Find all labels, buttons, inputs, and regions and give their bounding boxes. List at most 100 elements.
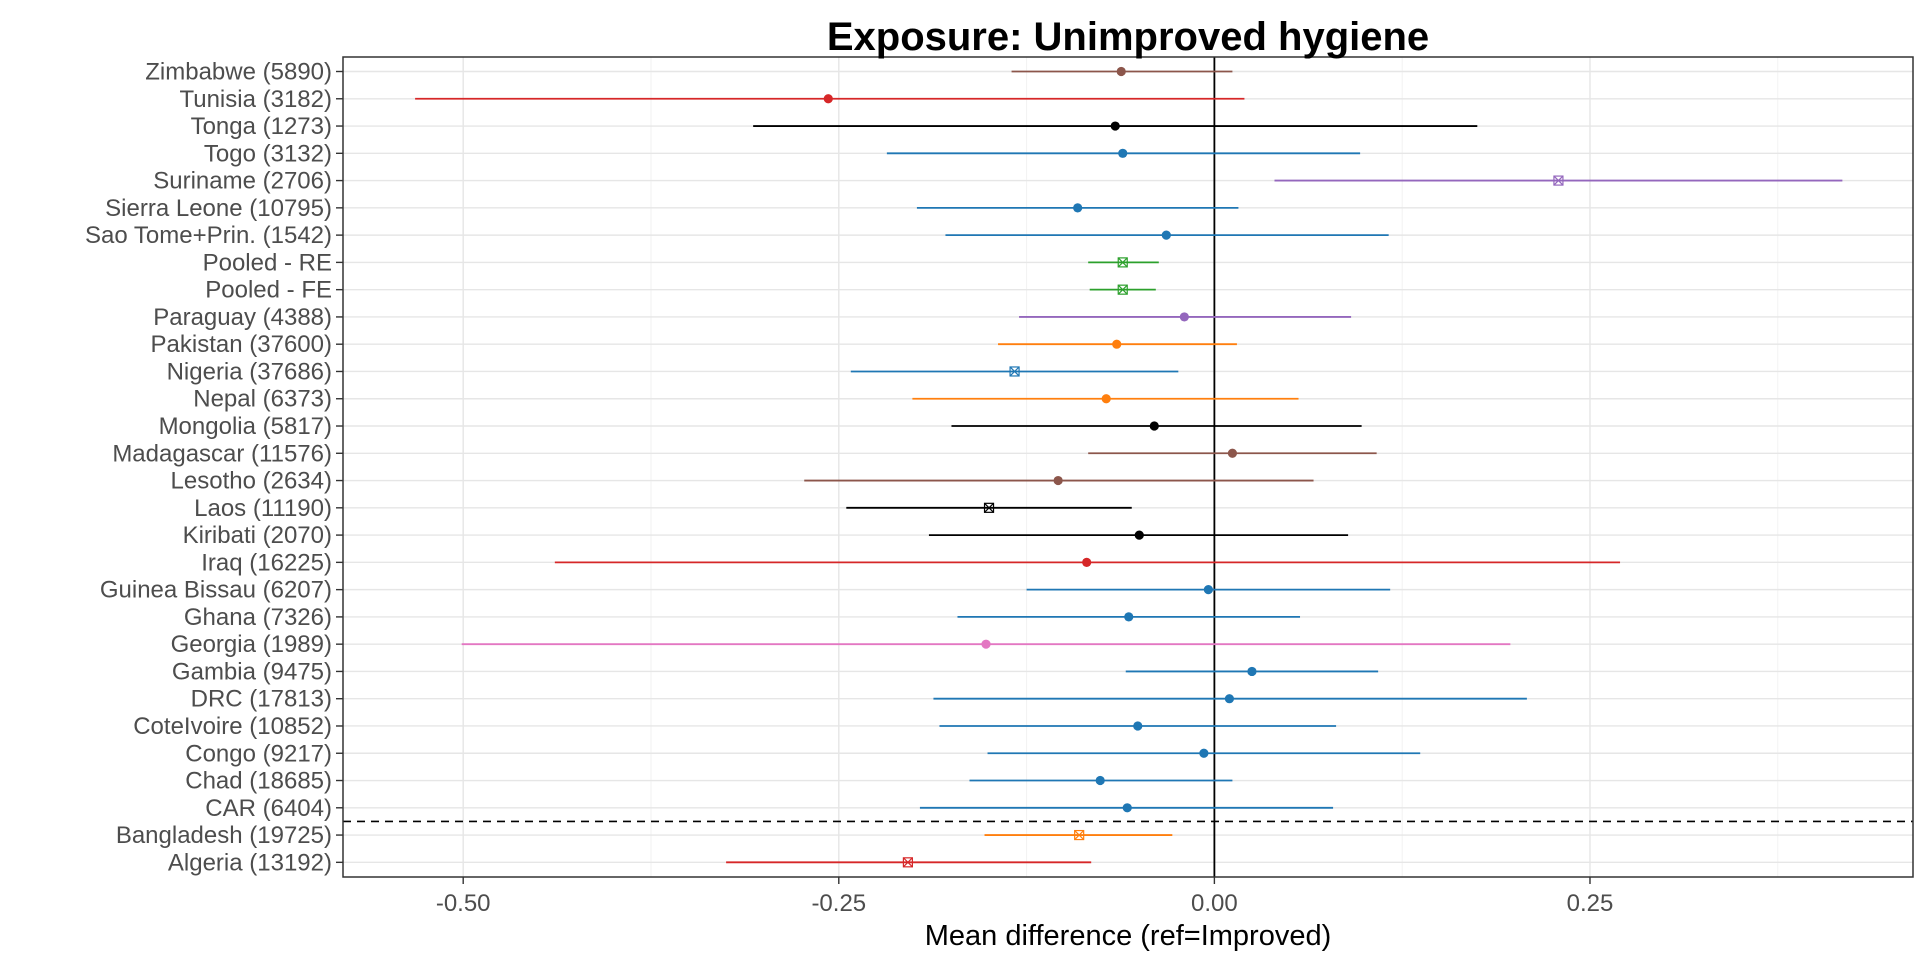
y-tick-label: CoteIvoire (10852) xyxy=(133,713,332,740)
y-tick-label: Kiribati (2070) xyxy=(183,522,332,549)
y-tick-label: Suriname (2706) xyxy=(153,168,332,195)
y-tick-label: Congo (9217) xyxy=(185,740,332,767)
y-tick-label: Iraq (16225) xyxy=(201,549,332,576)
forest-row xyxy=(933,694,1527,704)
y-tick-label: Sierra Leone (10795) xyxy=(105,195,332,222)
point-estimate-cross-marker xyxy=(1009,366,1020,377)
forest-row xyxy=(984,829,1173,841)
point-estimate-dot xyxy=(1247,666,1257,677)
point-estimate-cross-marker xyxy=(1553,175,1564,186)
point-estimate-cross-marker xyxy=(1117,257,1128,268)
forest-row xyxy=(886,148,1361,158)
forest-row xyxy=(969,775,1233,786)
point-estimate-dot xyxy=(1227,448,1238,458)
forest-row xyxy=(1274,175,1843,186)
y-tick-label: Madagascar (11576) xyxy=(112,440,332,467)
x-axis-label: Mean difference (ref=Improved) xyxy=(925,920,1331,952)
forest-row xyxy=(1026,585,1391,595)
point-estimate-dot xyxy=(1116,66,1126,77)
y-tick-label: Zimbabwe (5890) xyxy=(145,59,332,86)
point-estimate-dot xyxy=(1124,612,1134,622)
y-tick-label: CAR (6404) xyxy=(205,795,332,822)
point-estimate-dot xyxy=(1073,203,1083,213)
point-estimate-dot xyxy=(1122,803,1132,813)
forest-row xyxy=(928,530,1349,540)
y-tick-label: Tonga (1273) xyxy=(191,113,332,140)
forest-row xyxy=(916,203,1239,213)
y-axis: Zimbabwe (5890)Tunisia (3182)Tonga (1273… xyxy=(85,59,343,876)
x-tick-label: 0.25 xyxy=(1567,890,1614,917)
x-tick-label: 0.00 xyxy=(1191,890,1238,917)
x-axis: -0.50 -0.25 0.00 0.25 xyxy=(436,877,1614,917)
y-tick-label: Mongolia (5817) xyxy=(159,413,332,440)
forest-row xyxy=(804,475,1314,486)
point-estimate-dot xyxy=(1101,394,1111,404)
forest-row xyxy=(850,366,1179,377)
point-estimate-dot xyxy=(1112,339,1122,349)
y-tick-label: Georgia (1989) xyxy=(171,631,332,658)
y-tick-label: Gambia (9475) xyxy=(172,658,332,685)
x-tick-label: -0.25 xyxy=(811,890,866,917)
point-estimate-cross-marker xyxy=(902,857,913,868)
y-tick-label: Sao Tome+Prin. (1542) xyxy=(85,222,332,249)
x-tick-label: -0.50 xyxy=(436,890,491,917)
y-tick-label: Pakistan (37600) xyxy=(151,331,332,358)
y-tick-label: DRC (17813) xyxy=(191,686,332,713)
chart-title: Exposure: Unimproved hygiene xyxy=(827,15,1429,59)
plot-panel-border xyxy=(342,56,1914,878)
y-tick-label: Pooled - RE xyxy=(203,249,332,276)
point-estimate-dot xyxy=(1110,121,1120,131)
forest-row xyxy=(957,612,1301,622)
forest-row xyxy=(1019,312,1352,322)
forest-row xyxy=(912,394,1299,404)
forest-row xyxy=(998,339,1237,349)
forest-row xyxy=(461,639,1511,649)
point-estimate-cross-marker xyxy=(1117,284,1128,295)
point-estimate-dot xyxy=(1149,421,1159,431)
point-estimate-dot xyxy=(1118,148,1128,158)
point-estimate-cross-marker xyxy=(983,502,995,513)
point-estimate-dot xyxy=(1133,721,1143,731)
forest-row xyxy=(846,502,1132,513)
point-estimate-dot xyxy=(1203,585,1213,595)
forest-row xyxy=(726,857,1092,868)
point-estimate-dot xyxy=(1082,557,1092,567)
point-estimate-dot xyxy=(1179,312,1189,322)
point-estimate-dot xyxy=(1134,530,1144,540)
forest-row xyxy=(987,748,1421,758)
y-tick-label: Paraguay (4388) xyxy=(153,304,332,331)
y-tick-label: Bangladesh (19725) xyxy=(116,822,332,849)
forest-row xyxy=(753,121,1478,131)
forest-row xyxy=(554,557,1621,567)
y-tick-label: Lesotho (2634) xyxy=(171,468,332,495)
forest-row xyxy=(945,230,1389,240)
forest-row xyxy=(939,721,1337,731)
point-estimate-dot xyxy=(1224,694,1235,704)
point-estimate-dot xyxy=(1095,775,1105,786)
forest-row xyxy=(919,803,1334,813)
rows-layer xyxy=(415,66,1843,868)
y-tick-label: Pooled - FE xyxy=(205,277,332,304)
y-tick-label: Guinea Bissau (6207) xyxy=(100,577,332,604)
forest-row xyxy=(1125,666,1379,677)
y-tick-label: Togo (3132) xyxy=(204,140,332,167)
point-estimate-dot xyxy=(1199,748,1209,758)
forest-row xyxy=(1011,66,1233,77)
forest-row xyxy=(1088,257,1159,268)
forest-row xyxy=(1088,448,1377,458)
point-estimate-dot xyxy=(981,639,991,649)
point-estimate-dot xyxy=(1053,475,1063,486)
point-estimate-dot xyxy=(1161,230,1171,240)
y-tick-label: Nepal (6373) xyxy=(193,386,332,413)
y-tick-label: Ghana (7326) xyxy=(184,604,332,631)
forest-row xyxy=(415,94,1245,104)
y-tick-label: Laos (11190) xyxy=(194,495,332,522)
forest-row xyxy=(951,421,1362,431)
forest-row xyxy=(1089,284,1156,295)
point-estimate-cross-marker xyxy=(1074,829,1085,841)
y-tick-label: Tunisia (3182) xyxy=(179,86,332,113)
y-tick-label: Nigeria (37686) xyxy=(167,358,332,385)
y-tick-label: Algeria (13192) xyxy=(168,849,332,876)
point-estimate-dot xyxy=(823,94,833,104)
